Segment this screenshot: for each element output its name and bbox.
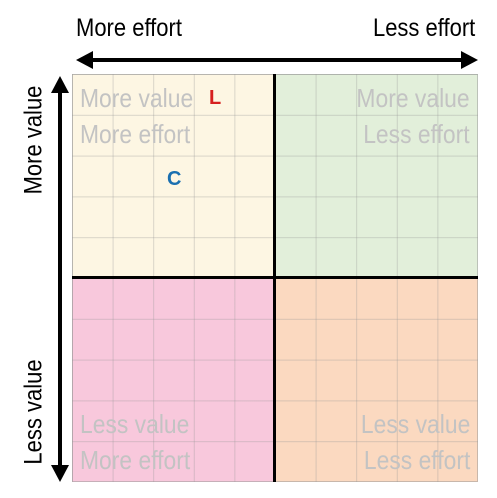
quadrant-label-line: More effort (80, 445, 191, 475)
more-effort-axis-label: More effort (76, 14, 182, 42)
quadrant-less-value-less-effort (275, 278, 478, 482)
quadrant-label-line: Less value (360, 409, 470, 439)
vertical-divider (273, 74, 276, 482)
less-value-axis-label: Less value (19, 359, 48, 465)
quadrant-more-value-more-effort (72, 74, 275, 278)
less-effort-axis-label: Less effort (372, 14, 475, 42)
quadrant-label-line: More value (80, 83, 194, 113)
quadrant-label-line: More value (356, 83, 470, 113)
more-value-axis-label: More value (19, 85, 48, 195)
quadrant-label-top-left: More value More effort (80, 80, 193, 152)
priority-matrix: More value More effort More value Less e… (72, 74, 478, 482)
quadrant-label-line: Less effort (363, 119, 470, 149)
quadrant-label-top-right: More value Less effort (357, 80, 470, 152)
quadrant-more-value-less-effort (275, 74, 478, 278)
quadrant-label-line: Less value (80, 409, 190, 439)
quadrant-less-value-more-effort (72, 278, 275, 482)
quadrant-label-line: More effort (80, 119, 191, 149)
arrow-right-head (461, 51, 478, 69)
quadrant-label-bottom-left: Less value More effort (80, 406, 190, 478)
marker-l: L (209, 87, 222, 109)
arrow-down-head (51, 465, 69, 482)
marker-c: C (167, 168, 182, 190)
quadrant-label-bottom-right: Less value Less effort (361, 406, 470, 478)
arrow-left-head (76, 51, 93, 69)
arrow-up-head (51, 76, 69, 93)
quadrant-label-line: Less effort (363, 445, 470, 475)
